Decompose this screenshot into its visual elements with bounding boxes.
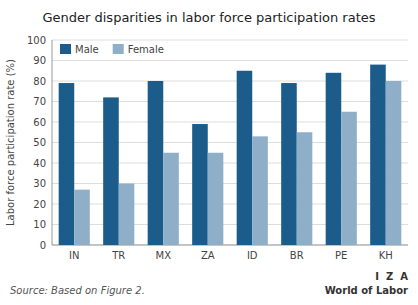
y-tick-label: 30 [33,178,46,189]
bar [281,83,297,245]
bar [237,71,253,245]
bar [74,190,90,245]
y-tick-label: 70 [33,96,46,107]
bar [252,136,268,245]
bar [297,132,313,245]
y-tick-label: 100 [27,35,46,46]
y-tick-label: 10 [33,219,46,230]
grid-line [52,81,408,82]
x-tick-label: TR [111,250,125,261]
chart: Gender disparities in labor force partic… [0,0,418,305]
y-tick-label: 80 [33,76,46,87]
y-axis [52,40,53,245]
legend-swatch [60,44,71,54]
annotation: I Z A [375,271,408,282]
legend-item: Female [113,44,164,55]
legend-swatch [113,44,124,54]
legend-label: Male [75,44,99,55]
bar [163,153,179,245]
bar [103,97,119,245]
y-tick-label: 60 [33,117,46,128]
y-tick-label: 20 [33,199,46,210]
legend-label: Female [128,44,164,55]
source: Source: Based on Figure 2. [10,285,145,296]
grid-line [52,40,408,41]
bar [341,112,357,245]
x-tick-label: ID [247,250,258,261]
bar [370,65,386,245]
bar [148,81,164,245]
bar [386,81,402,245]
bar [208,153,224,245]
legend: Male Female [60,44,164,55]
y-tick-label: 0 [40,240,46,251]
grid-line [52,60,408,61]
x-tick-label: IN [69,250,79,261]
x-tick-label: ZA [201,250,215,261]
y-tick-label: 40 [33,158,46,169]
y-axis-label: Labor force participation rate (%) [5,59,16,226]
y-tick-label: 50 [33,137,46,148]
legend-item: Male [60,44,99,55]
bar [192,124,208,245]
annotation: World of Labor [325,285,408,296]
y-tick-label: 90 [33,55,46,66]
bars [59,65,402,245]
title: Gender disparities in labor force partic… [42,10,375,25]
bar [326,73,342,245]
bar [119,184,135,246]
x-tick-label: BR [290,250,304,261]
bar [59,83,75,245]
x-tick-label: MX [156,250,172,261]
x-tick-label: KH [379,250,393,261]
x-tick-label: PE [335,250,347,261]
